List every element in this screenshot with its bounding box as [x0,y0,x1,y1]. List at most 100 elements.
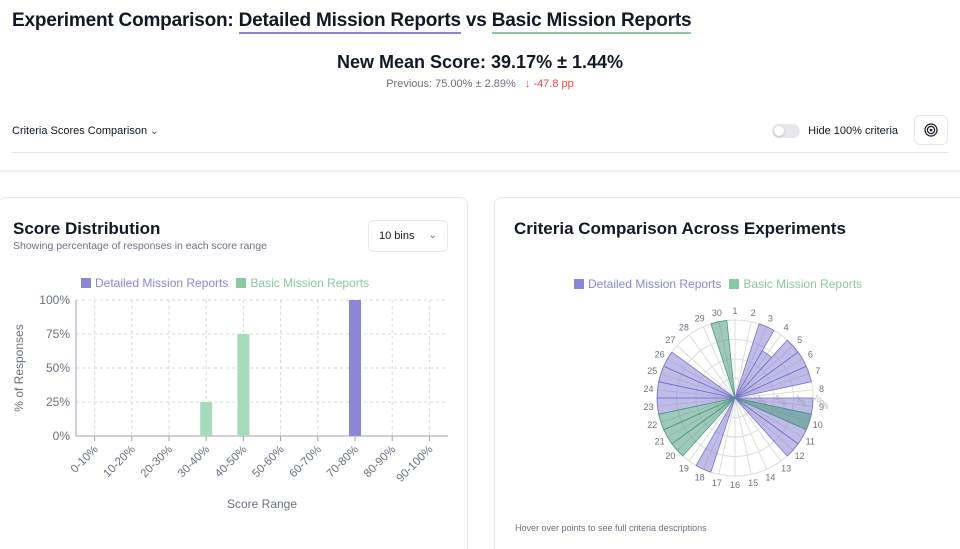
radar-axis-label: 18 [695,472,705,482]
radar-axis-label: 9 [819,402,824,412]
radar-spoke [688,334,736,399]
x-tick-label: 60-70% [287,444,324,481]
legend-swatch [236,278,247,288]
radar-axis-label: 5 [797,335,802,345]
radar-sector [695,397,736,473]
legend-item-detailed[interactable]: Detailed Mission Reports [81,276,228,290]
y-tick-label: 75% [46,327,70,341]
radar-legend: Detailed Mission Reports Basic Mission R… [574,277,870,291]
previous-score-line: Previous: 75.00% ± 2.89% ↓ -47.8 pp [0,78,960,90]
title-prefix: Experiment Comparison: [12,10,234,31]
legend-label: Detailed Mission Reports [95,276,229,290]
bar [200,402,213,436]
radar-axis-label: 4 [784,323,789,333]
radar-axis-label: 17 [712,478,722,488]
score-distribution-subtitle: Showing percentage of responses in each … [13,240,267,252]
radar-axis-label: 24 [643,384,653,394]
bins-select-value: 10 bins [379,230,415,242]
radar-axis-label: 7 [815,366,820,376]
experiment-a-link[interactable]: Detailed Mission Reports [238,10,461,34]
x-tick-label: 10-20% [101,444,138,481]
radar-axis-label: 12 [795,451,805,461]
experiment-b-link[interactable]: Basic Mission Reports [491,10,692,34]
previous-score: Previous: 75.00% ± 2.89% [386,78,516,90]
hide-100-criteria-control: Hide 100% criteria [772,124,898,138]
criteria-comparison-card: Criteria Comparison Across Experiments D… [494,197,960,549]
radar-spoke [734,389,813,399]
x-tick-label: 80-90% [362,444,399,481]
legend-label: Detailed Mission Reports [588,277,722,291]
x-tick-label: 50-60% [250,444,287,481]
bins-select[interactable]: 10 bins ⌄ [368,220,448,252]
radar-axis-label: 3 [768,314,773,324]
hide-100-criteria-label: Hide 100% criteria [808,125,898,137]
radar-sector [734,397,812,431]
y-tick-label: 50% [46,361,70,375]
radar-sector [658,397,736,431]
radar-spoke [718,397,736,475]
y-tick-label: 25% [46,395,70,409]
x-tick-label: 90-100% [394,444,435,485]
radar-axis-label: 20 [665,451,675,461]
radar-axis-label: 1 [732,306,737,316]
radar-spoke [734,397,782,462]
radar-sector [734,397,799,457]
legend-swatch [81,278,91,288]
radar-axis-label: 29 [695,314,705,324]
radar-axis-label: 23 [643,402,653,412]
legend-item-basic[interactable]: Basic Mission Reports [729,277,862,291]
radar-axis-label: 30 [712,308,722,318]
radar-spoke [734,321,752,399]
radar-axis-label: 16 [730,480,740,490]
radar-axis-label: 21 [655,437,665,447]
y-tick-label: 0% [53,429,71,443]
score-delta: ↓ -47.8 pp [525,78,574,90]
radar-axis-label: 6 [808,350,813,360]
criteria-dropdown-label: Criteria Scores Comparison [12,125,148,137]
radar-sector [734,365,812,399]
radar-axis-label: 8 [819,384,824,394]
radar-axis-label: 28 [679,323,689,333]
radar-axis-label: 22 [647,420,657,430]
section-divider [0,170,960,174]
criteria-comparison-title: Criteria Comparison Across Experiments [514,219,846,238]
radar-axis-label: 26 [655,350,665,360]
radar-axis-label: 27 [665,335,675,345]
radar-sector [734,323,775,399]
legend-label: Basic Mission Reports [250,276,370,290]
x-tick-label: 20-30% [139,444,176,481]
score-distribution-card: Score Distribution Showing percentage of… [0,197,468,549]
legend-item-detailed[interactable]: Detailed Mission Reports [574,277,721,291]
radar-axis-label: 2 [751,308,756,318]
score-distribution-title: Score Distribution [13,219,161,238]
radar-axis-label: 11 [806,437,815,447]
criteria-radar-chart: 1 234567891011121314151617181920212223242… [643,306,829,490]
radar-sector [710,319,736,399]
legend-item-basic[interactable]: Basic Mission Reports [236,276,369,290]
radar-axis-label: 25 [647,366,657,376]
chevron-down-icon: ⌄ [150,126,159,137]
radar-axis-label: 19 [679,463,689,473]
x-axis-label: Score Range [227,497,297,511]
legend-swatch [729,279,740,289]
page-title: Experiment Comparison: Detailed Mission … [12,10,948,34]
y-tick-label: 100% [39,293,70,307]
chevron-down-icon: ⌄ [428,230,437,241]
radar-spoke [702,326,736,399]
distribution-legend: Detailed Mission Reports Basic Mission R… [81,276,377,290]
mean-score-summary: New Mean Score: 39.17% ± 1.44% Previous:… [0,52,960,90]
score-delta-value: -47.8 pp [533,78,574,90]
criteria-scores-dropdown[interactable]: Criteria Scores Comparison ⌄ [12,125,159,137]
radar-footnote: Hover over points to see full criteria d… [515,523,707,533]
radar-axis-label: 15 [748,478,758,488]
x-tick-label: 0-10% [69,444,101,476]
score-distribution-chart: 0% 25% 50% 75% 100% 0-10% 10-20% 20-30% 30-40% 40… [12,293,448,511]
radar-view-button[interactable] [914,115,948,145]
hide-100-criteria-toggle[interactable] [772,124,801,138]
legend-swatch [574,279,584,289]
radar-spoke [734,397,768,470]
page-header: Experiment Comparison: Detailed Mission … [12,10,948,34]
x-tick-label: 30-40% [176,444,213,481]
toggle-knob [774,126,785,136]
radar-axis-label: 13 [781,463,791,473]
